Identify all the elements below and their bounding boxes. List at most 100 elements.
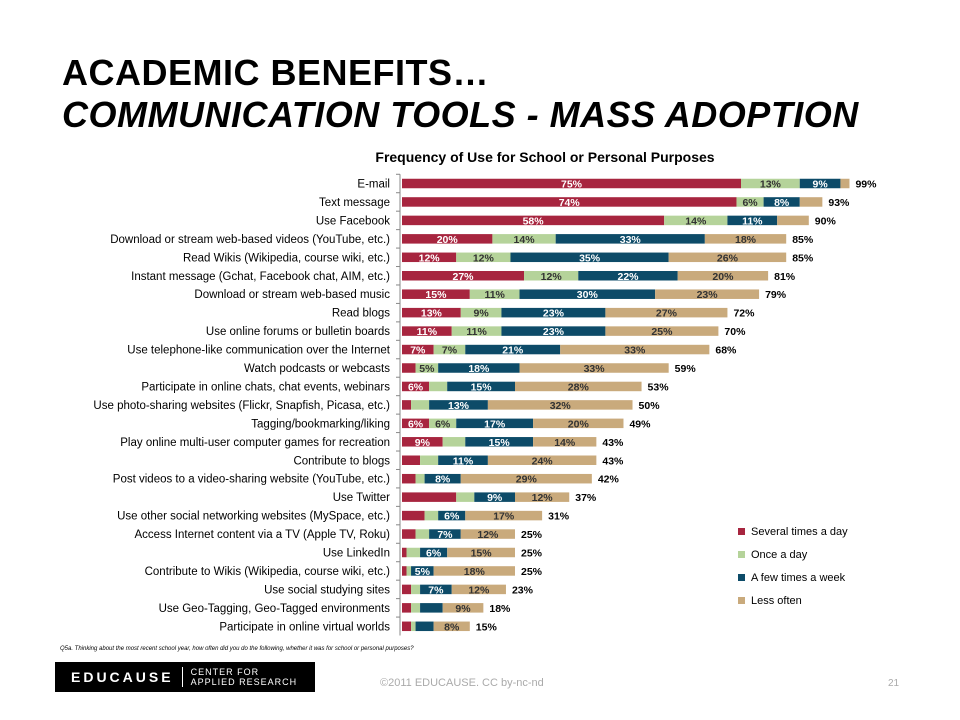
segment-label: 30% [577, 289, 599, 301]
bar-segment [456, 252, 511, 263]
segment-label: 12% [468, 584, 490, 596]
bar-segment [465, 437, 534, 447]
bar-segment [469, 289, 520, 299]
bar-segment [402, 344, 434, 355]
segment-label: 17% [484, 418, 506, 430]
segment-label: 18% [468, 363, 490, 375]
total-label: 93% [828, 197, 850, 209]
segment-label: 11% [466, 326, 487, 338]
chart-title: Frequency of Use for School or Personal … [375, 149, 715, 165]
category-label: Use Twitter [333, 492, 390, 504]
segment-label: 29% [516, 474, 538, 486]
bar-segment [438, 455, 488, 465]
bar-segment [447, 381, 515, 392]
bar-segment [492, 234, 556, 244]
bar-segment [429, 381, 448, 392]
total-label: 37% [575, 492, 597, 504]
total-label: 72% [733, 308, 755, 320]
segment-label: 26% [717, 252, 739, 264]
bar-segment [402, 326, 452, 336]
bar-segment [664, 215, 728, 226]
logo-wordmark: EDUCAUSE [71, 669, 174, 685]
bar-segment [515, 492, 570, 502]
category-label: Contribute to blogs [293, 455, 390, 467]
legend-item-less-often: Less often [738, 589, 848, 612]
segment-label: 7% [410, 345, 426, 357]
bar-segment [777, 215, 809, 226]
segment-label: 6% [742, 197, 758, 209]
legend-swatch [738, 528, 745, 535]
total-label: 18% [489, 603, 511, 615]
bar-segment [433, 344, 466, 355]
segment-label: 28% [568, 381, 590, 393]
educause-logo: EDUCAUSE CENTER FOR APPLIED RESEARCH [55, 662, 315, 692]
segment-label: 7% [437, 529, 453, 541]
category-label: Use other social networking websites (My… [117, 511, 390, 523]
bar-segment [429, 529, 461, 539]
bar-segment [415, 621, 434, 632]
segment-label: 74% [559, 197, 581, 209]
segment-label: 5% [415, 566, 431, 578]
legend-label: Less often [751, 594, 802, 607]
legend-swatch [738, 597, 745, 604]
bar-segment [402, 455, 421, 465]
segment-label: 20% [568, 418, 590, 430]
segment-label: 12% [419, 252, 441, 264]
bar-segment [406, 547, 421, 558]
bar-segment [415, 529, 430, 539]
total-label: 53% [648, 381, 670, 393]
total-label: 68% [715, 345, 737, 357]
segment-label: 11% [453, 455, 474, 467]
bar-segment [402, 215, 665, 226]
total-label: 15% [476, 621, 498, 633]
bar-segment [510, 252, 669, 263]
bar-segment [442, 437, 466, 447]
total-label: 43% [602, 455, 624, 467]
category-label: Use online forums or bulletin boards [206, 326, 390, 338]
logo-subtitle: CENTER FOR APPLIED RESEARCH [191, 667, 298, 687]
bar-segment [605, 307, 728, 318]
bar-segment [447, 547, 515, 558]
bar-segment [402, 197, 737, 207]
bar-segment [411, 603, 421, 613]
bar-segment [411, 566, 434, 576]
bar-segment [519, 289, 656, 299]
category-label: Use social studying sites [264, 584, 390, 596]
category-label: Contribute to Wikis (Wikipedia, course w… [145, 566, 391, 578]
bar-segment [402, 400, 412, 410]
bar-segment [501, 307, 606, 318]
segment-label: 22% [617, 271, 639, 283]
segment-label: 5% [419, 363, 435, 375]
bar-segment [501, 326, 606, 336]
segment-label: 20% [437, 234, 459, 246]
bar-segment [799, 178, 841, 189]
category-label: E-mail [357, 179, 390, 191]
segment-label: 75% [561, 179, 583, 191]
segment-label: 27% [453, 271, 475, 283]
category-label: Watch podcasts or webcasts [244, 363, 390, 375]
bar-segment [433, 566, 515, 576]
segment-label: 18% [464, 566, 486, 578]
bar-segment [402, 566, 407, 576]
segment-label: 11% [484, 289, 505, 301]
legend-label: Once a day [751, 548, 808, 561]
segment-label: 8% [774, 197, 790, 209]
segment-label: 14% [514, 234, 536, 246]
bar-segment [402, 234, 493, 244]
bar-segment [438, 510, 466, 521]
bar-segment [799, 197, 823, 207]
bar-segment [519, 363, 669, 373]
segment-label: 12% [477, 529, 499, 541]
bar-segment [402, 252, 457, 263]
bar-segment [402, 381, 430, 392]
segment-label: 6% [408, 381, 424, 393]
bar-segment [474, 492, 515, 502]
segment-label: 21% [502, 345, 524, 357]
bar-segment [402, 418, 430, 429]
bar-segment [727, 215, 778, 226]
bar-segment [460, 529, 515, 539]
bar-segment [433, 621, 470, 632]
bar-segment [451, 584, 506, 595]
bar-segment [487, 455, 597, 465]
category-label: Read Wikis (Wikipedia, course wiki, etc.… [183, 252, 390, 264]
